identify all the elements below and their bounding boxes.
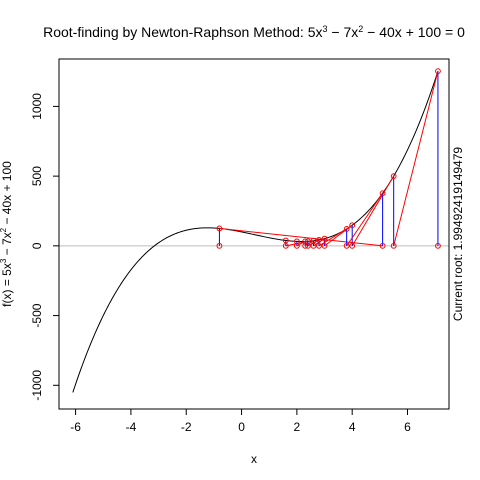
current-root-label: Current root: 1.99492419149479 bbox=[451, 147, 465, 321]
axis-point-b-0 bbox=[216, 242, 223, 249]
x-tick-label: 2 bbox=[294, 420, 301, 434]
axis-point-b-5 bbox=[282, 242, 289, 249]
label-part: − 7x bbox=[328, 24, 359, 40]
axis-point-b-1 bbox=[379, 242, 386, 249]
y-tick-label: 0 bbox=[30, 242, 44, 249]
axis-point-a-0 bbox=[435, 242, 441, 249]
y-axis: -1000 -500 0 500 1000 bbox=[30, 93, 60, 401]
label-part: − 40x + 100 = 0 bbox=[363, 24, 465, 40]
label-part: 3 bbox=[323, 24, 328, 34]
curve-point-a-3 bbox=[321, 235, 328, 242]
label-part: 3 bbox=[0, 258, 8, 263]
curve-point-b-0 bbox=[216, 225, 223, 232]
curve-point-b-3 bbox=[316, 236, 322, 243]
label-part: 2 bbox=[358, 24, 363, 34]
label-part: 2 bbox=[0, 227, 8, 232]
y-tick-label: -1000 bbox=[30, 370, 44, 401]
x-tick-label: 0 bbox=[238, 420, 245, 434]
chart-title-main: Root-finding by Newton-Raphson Method: bbox=[43, 24, 308, 40]
label-part: − 7x bbox=[0, 232, 14, 258]
y-tick-label: 500 bbox=[30, 166, 44, 186]
plot-box bbox=[58, 58, 450, 410]
y-tick-label: -500 bbox=[30, 303, 44, 327]
curve-point-a-2 bbox=[349, 222, 356, 229]
tangent-segment-b-2 bbox=[318, 228, 347, 247]
x-axis: -6 -4 -2 0 2 4 6 bbox=[70, 408, 411, 434]
y-tick-label: 1000 bbox=[30, 93, 44, 120]
x-tick-label: 4 bbox=[349, 420, 356, 434]
curve-point-a-0 bbox=[435, 68, 441, 75]
axis-point-a-4 bbox=[310, 242, 317, 249]
tangent-segment-a-0 bbox=[393, 71, 439, 246]
x-tick-label: 6 bbox=[404, 420, 411, 434]
chart-title: Root-finding by Newton-Raphson Method: 5… bbox=[43, 24, 465, 40]
axis-point-b-3 bbox=[316, 242, 322, 249]
tangent-segment-b-1 bbox=[346, 192, 384, 247]
x-tick-label: -6 bbox=[70, 420, 81, 434]
curve-point-a-1 bbox=[390, 173, 397, 180]
tangent-segment-a-2 bbox=[324, 224, 353, 247]
y-axis-label: f(x) = 5x3 − 7x2 − 40x + 100 bbox=[0, 161, 14, 307]
curve-point-b-5 bbox=[282, 237, 289, 244]
axis-point-a-3 bbox=[321, 242, 328, 249]
label-part: f(x) = 5x bbox=[0, 263, 14, 307]
axis-point-b-4 bbox=[305, 242, 311, 249]
plot-area bbox=[59, 68, 449, 393]
axis-point-b-2 bbox=[343, 242, 350, 249]
tangent-segment-b-4 bbox=[285, 240, 309, 247]
x-axis-label: x bbox=[251, 452, 257, 466]
x-tick-label: -4 bbox=[126, 420, 137, 434]
tangent-segment-a-1 bbox=[351, 175, 395, 247]
curve-point-b-1 bbox=[379, 190, 386, 197]
x-tick-label: -2 bbox=[181, 420, 192, 434]
label-part: − 40x + 100 bbox=[0, 161, 14, 228]
curve-point-b-2 bbox=[343, 226, 350, 232]
label-part: 5x bbox=[308, 24, 323, 40]
axis-point-a-1 bbox=[390, 242, 397, 249]
tangent-segment-b-0 bbox=[219, 227, 383, 247]
axis-point-a-2 bbox=[349, 242, 356, 249]
chart-title-eq: 5x3 − 7x2 − 40x + 100 = 0 bbox=[308, 24, 465, 40]
